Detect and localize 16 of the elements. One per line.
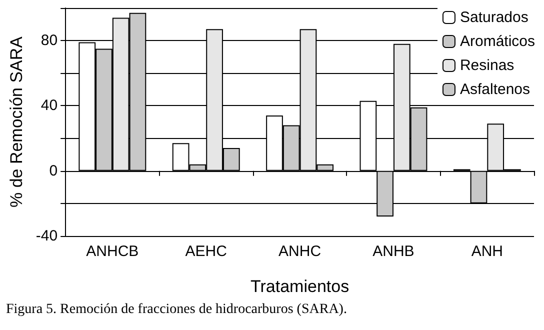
x-tick-label: ANH (471, 243, 503, 260)
y-tick-label: 0 (49, 162, 58, 180)
x-tick-label: ANHB (372, 243, 414, 260)
legend-label: Aromáticos (460, 33, 536, 50)
x-tick-label: ANHC (278, 243, 322, 260)
x-tick-label: AEHC (185, 243, 228, 260)
y-tick-label: -40 (36, 228, 58, 244)
y-tick-label: 80 (40, 32, 58, 50)
y-tick-label: 40 (40, 97, 58, 114)
y-axis-title: % de Remoción SARA (7, 36, 26, 208)
legend-label: Asfaltenos (460, 81, 530, 98)
x-axis-title: Tratamientos (250, 277, 350, 296)
x-tick-label: ANHCB (86, 243, 139, 260)
text: Figura 5. Remoción de fracciones de hidrocarburos (SARA). (6, 302, 348, 318)
legend-label: Resinas (460, 57, 514, 74)
legend-label: Saturados (460, 9, 528, 26)
